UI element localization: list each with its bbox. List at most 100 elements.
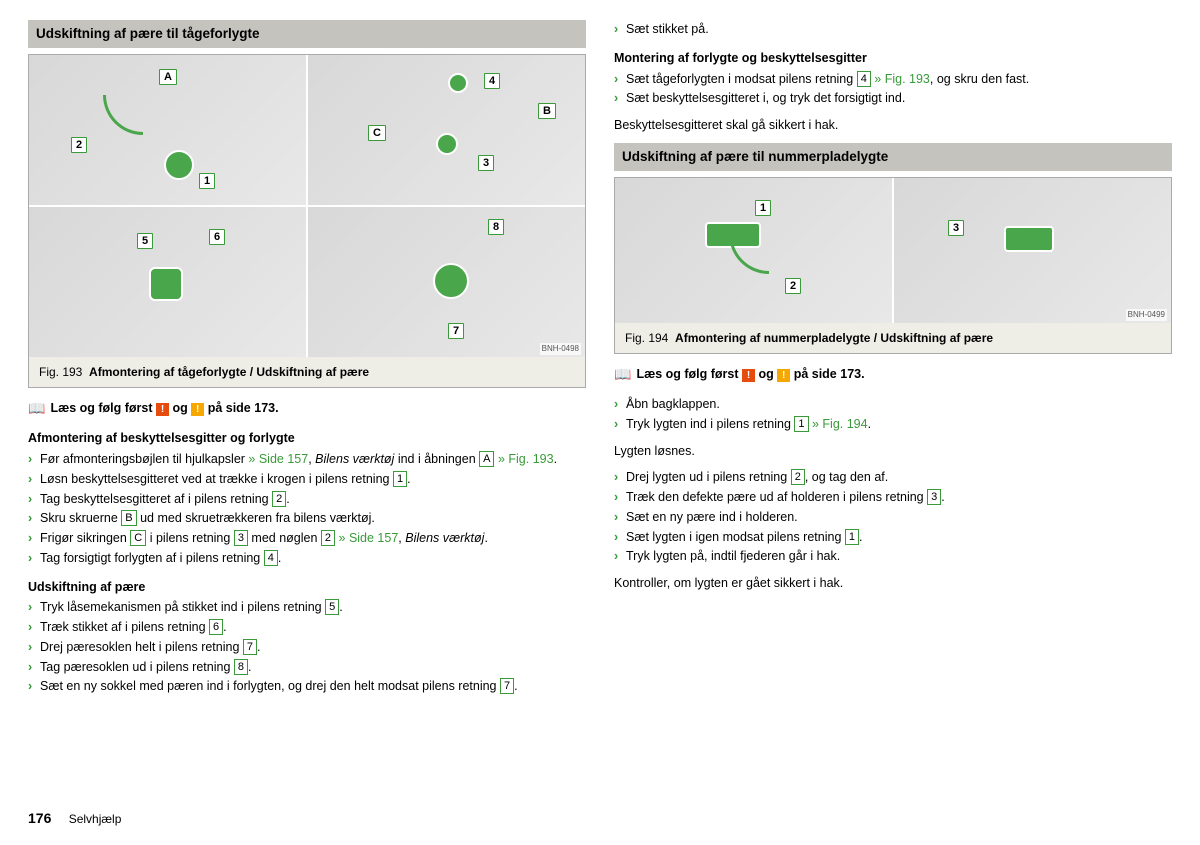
label-box: 2 — [321, 530, 335, 546]
step: Tag forsigtigt forlygten af i pilens ret… — [28, 549, 586, 568]
fig-text: Afmontering af nummerpladelygte / Udskif… — [675, 331, 993, 345]
figure-193: A 2 1 4 B C 3 5 6 — [28, 54, 586, 388]
footer-section: Selvhjælp — [69, 812, 122, 826]
step: Træk stikket af i pilens retning 6. — [28, 618, 586, 637]
book-icon: 📖 — [614, 364, 631, 385]
label-box: 4 — [857, 71, 871, 87]
step: Sæt stikket på. — [614, 20, 1172, 39]
warning-yellow-icon: ! — [191, 403, 204, 416]
rf-text: på side 173. — [790, 367, 864, 381]
fig-text: Afmontering af tågeforlygte / Udskiftnin… — [89, 365, 369, 379]
rf-text: på side 173. — [204, 401, 278, 415]
step: Tryk lygten ind i pilens retning 1 » Fig… — [614, 415, 1172, 434]
steps-mount: Sæt tågeforlygten i modsat pilens retnin… — [614, 70, 1172, 109]
ref-link[interactable]: » Fig. 193 — [874, 72, 930, 86]
callout-B: B — [538, 103, 556, 119]
figure-code: BNH-0499 — [1126, 309, 1167, 321]
warning-red-icon: ! — [742, 369, 755, 382]
label-box: 3 — [234, 530, 248, 546]
subhead-remove-grille: Afmontering af beskyttelsesgitter og for… — [28, 429, 586, 448]
ref-link[interactable]: » Side 157 — [339, 531, 399, 545]
rf-text: Læs og følg først — [50, 401, 156, 415]
ref-link[interactable]: » Fig. 194 — [812, 417, 868, 431]
label-box: 1 — [393, 471, 407, 487]
callout-1: 1 — [199, 173, 215, 189]
step: Sæt lygten i igen modsat pilens retning … — [614, 528, 1172, 547]
figure-194: 1 2 3 BNH-0499 Fig. 194 Afmontering af n… — [614, 177, 1172, 354]
rf-text: og — [755, 367, 777, 381]
fig-prefix: Fig. 194 — [625, 331, 668, 345]
label-box: 2 — [791, 469, 805, 485]
ref-link[interactable]: » Fig. 193 — [498, 452, 554, 466]
step: Sæt en ny sokkel med pæren ind i forlygt… — [28, 677, 586, 696]
step: Tryk lygten på, indtil fjederen går i ha… — [614, 547, 1172, 566]
arrow-icon — [1004, 226, 1054, 252]
fig193-panel-2: 4 B C 3 — [308, 55, 585, 205]
callout-7: 7 — [448, 323, 464, 339]
label-box: 1 — [794, 416, 808, 432]
arrow-icon — [729, 234, 769, 274]
label-box: 7 — [500, 678, 514, 694]
rf-text: Læs og følg først — [636, 367, 742, 381]
rf-text: og — [169, 401, 191, 415]
callout-2: 2 — [785, 278, 801, 294]
label-box: 2 — [272, 491, 286, 507]
callout-5: 5 — [137, 233, 153, 249]
step: Åbn bagklappen. — [614, 395, 1172, 414]
paragraph: Lygten løsnes. — [614, 442, 1172, 461]
label-box: C — [130, 530, 146, 546]
steps-plate-2: Drej lygten ud i pilens retning 2, og ta… — [614, 468, 1172, 566]
warning-yellow-icon: ! — [777, 369, 790, 382]
callout-8: 8 — [488, 219, 504, 235]
arrow-icon — [433, 263, 469, 299]
page-columns: Udskiftning af pære til tågeforlygte A 2… — [28, 20, 1172, 697]
step: Frigør sikringen C i pilens retning 3 me… — [28, 529, 586, 548]
step: Tag beskyttelsesgitteret af i pilens ret… — [28, 490, 586, 509]
fig193-panel-1: A 2 1 — [29, 55, 306, 205]
label-box: 5 — [325, 599, 339, 615]
callout-2: 2 — [71, 137, 87, 153]
step: Træk den defekte pære ud af holderen i p… — [614, 488, 1172, 507]
label-box: 3 — [927, 489, 941, 505]
paragraph: Beskyttelsesgitteret skal gå sikkert i h… — [614, 116, 1172, 135]
label-box: B — [121, 510, 136, 526]
ref-link[interactable]: » Side 157 — [248, 452, 308, 466]
label-box: 7 — [243, 639, 257, 655]
label-box: A — [479, 451, 494, 467]
right-column: Sæt stikket på. Montering af forlygte og… — [614, 20, 1172, 697]
label-box: 6 — [209, 619, 223, 635]
left-column: Udskiftning af pære til tågeforlygte A 2… — [28, 20, 586, 697]
figure-code: BNH-0498 — [540, 343, 581, 355]
read-first-left: 📖 Læs og følg først ! og ! på side 173. — [28, 398, 586, 419]
arrow-icon — [436, 133, 458, 155]
paragraph: Kontroller, om lygten er gået sikkert i … — [614, 574, 1172, 593]
callout-3: 3 — [478, 155, 494, 171]
step: Sæt en ny pære ind i holderen. — [614, 508, 1172, 527]
steps-remove-grille: Før afmonteringsbøjlen til hjulkapsler »… — [28, 450, 586, 568]
step: Før afmonteringsbøjlen til hjulkapsler »… — [28, 450, 586, 469]
steps-plate-1: Åbn bagklappen. Tryk lygten ind i pilens… — [614, 395, 1172, 434]
label-box: 1 — [845, 529, 859, 545]
step: Sæt tågeforlygten i modsat pilens retnin… — [614, 70, 1172, 89]
figure-193-caption: Fig. 193 Afmontering af tågeforlygte / U… — [29, 357, 585, 387]
arrow-icon — [448, 73, 468, 93]
fig193-panel-4: 8 7 BNH-0498 — [308, 207, 585, 357]
read-first-right: 📖 Læs og følg først ! og ! på side 173. — [614, 364, 1172, 385]
steps-plug: Sæt stikket på. — [614, 20, 1172, 39]
label-box: 4 — [264, 550, 278, 566]
fig194-panel-1: 1 2 — [615, 178, 892, 323]
subhead-mount: Montering af forlygte og beskyttelsesgit… — [614, 49, 1172, 68]
step: Tryk låsemekanismen på stikket ind i pil… — [28, 598, 586, 617]
section-header-plate: Udskiftning af pære til nummerpladelygte — [614, 143, 1172, 171]
arrow-icon — [149, 267, 183, 301]
subhead-replace-bulb: Udskiftning af pære — [28, 578, 586, 597]
step: Drej lygten ud i pilens retning 2, og ta… — [614, 468, 1172, 487]
callout-6: 6 — [209, 229, 225, 245]
figure-194-caption: Fig. 194 Afmontering af nummerpladelygte… — [615, 323, 1171, 353]
callout-A: A — [159, 69, 177, 85]
steps-replace-bulb: Tryk låsemekanismen på stikket ind i pil… — [28, 598, 586, 696]
callout-4: 4 — [484, 73, 500, 89]
label-box: 8 — [234, 659, 248, 675]
book-icon: 📖 — [28, 398, 45, 419]
step: Skru skruerne B ud med skruetrækkeren fr… — [28, 509, 586, 528]
